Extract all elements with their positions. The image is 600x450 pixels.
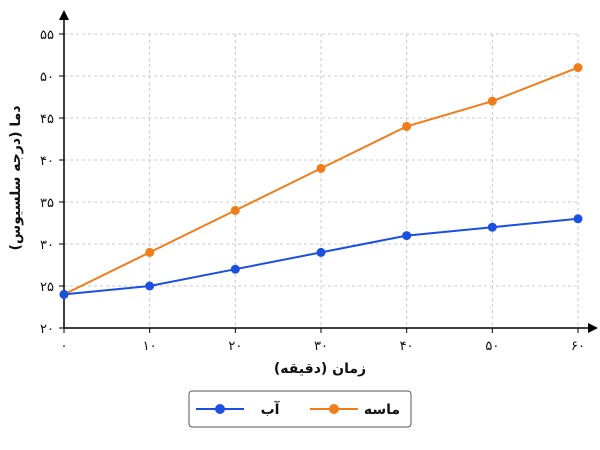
y-tick-label: ۵۰ xyxy=(40,70,54,85)
y-tick-label: ۴۰ xyxy=(40,154,54,169)
data-point-water xyxy=(230,264,240,274)
data-point-water xyxy=(402,231,412,241)
y-ticks: ۲۰ ۲۵ ۳۰ ۳۵ ۴۰ ۴۵ ۵۰ ۵۵ xyxy=(40,28,64,337)
data-point-sand xyxy=(230,205,240,215)
y-tick-label: ۴۵ xyxy=(40,112,54,127)
data-point-water xyxy=(573,214,583,224)
data-point-water xyxy=(59,289,69,299)
y-tick-label: ۵۵ xyxy=(40,28,54,43)
legend-marker-water xyxy=(215,404,225,414)
legend-box xyxy=(188,390,412,428)
x-tick-label: ۰ xyxy=(61,339,68,354)
x-axis-arrow xyxy=(588,323,598,333)
x-tick-label: ۱۰ xyxy=(143,339,157,354)
data-point-water xyxy=(316,247,326,257)
data-point-sand xyxy=(402,121,412,131)
legend-marker-sand xyxy=(329,404,339,414)
x-ticks: ۰ ۱۰ ۲۰ ۳۰ ۴۰ ۵۰ ۶۰ xyxy=(61,328,585,354)
x-tick-label: ۶۰ xyxy=(571,339,585,354)
data-point-sand xyxy=(487,96,497,106)
x-tick-label: ۴۰ xyxy=(400,339,414,354)
y-tick-label: ۲۰ xyxy=(40,322,54,337)
grid-lines xyxy=(64,33,579,328)
x-tick-label: ۳۰ xyxy=(314,339,328,354)
data-point-sand xyxy=(573,63,583,73)
series-points xyxy=(59,63,583,299)
y-tick-label: ۲۵ xyxy=(40,280,54,295)
data-point-water xyxy=(487,222,497,232)
x-tick-label: ۲۰ xyxy=(228,339,242,354)
legend-label-sand: ماسه xyxy=(364,402,400,418)
x-tick-label: ۵۰ xyxy=(485,339,499,354)
legend: آب ماسه xyxy=(188,390,412,428)
y-axis-title: دما (درجه سلسیوس) xyxy=(8,105,24,250)
data-point-sand xyxy=(316,163,326,173)
y-tick-label: ۳۵ xyxy=(40,196,54,211)
data-point-sand xyxy=(145,247,155,257)
y-axis-arrow xyxy=(59,10,69,20)
y-tick-label: ۳۰ xyxy=(40,238,54,253)
data-point-water xyxy=(145,281,155,291)
x-axis-title: زمان (دقیقه) xyxy=(274,361,366,377)
axes xyxy=(59,10,598,333)
legend-label-water: آب xyxy=(261,400,281,418)
